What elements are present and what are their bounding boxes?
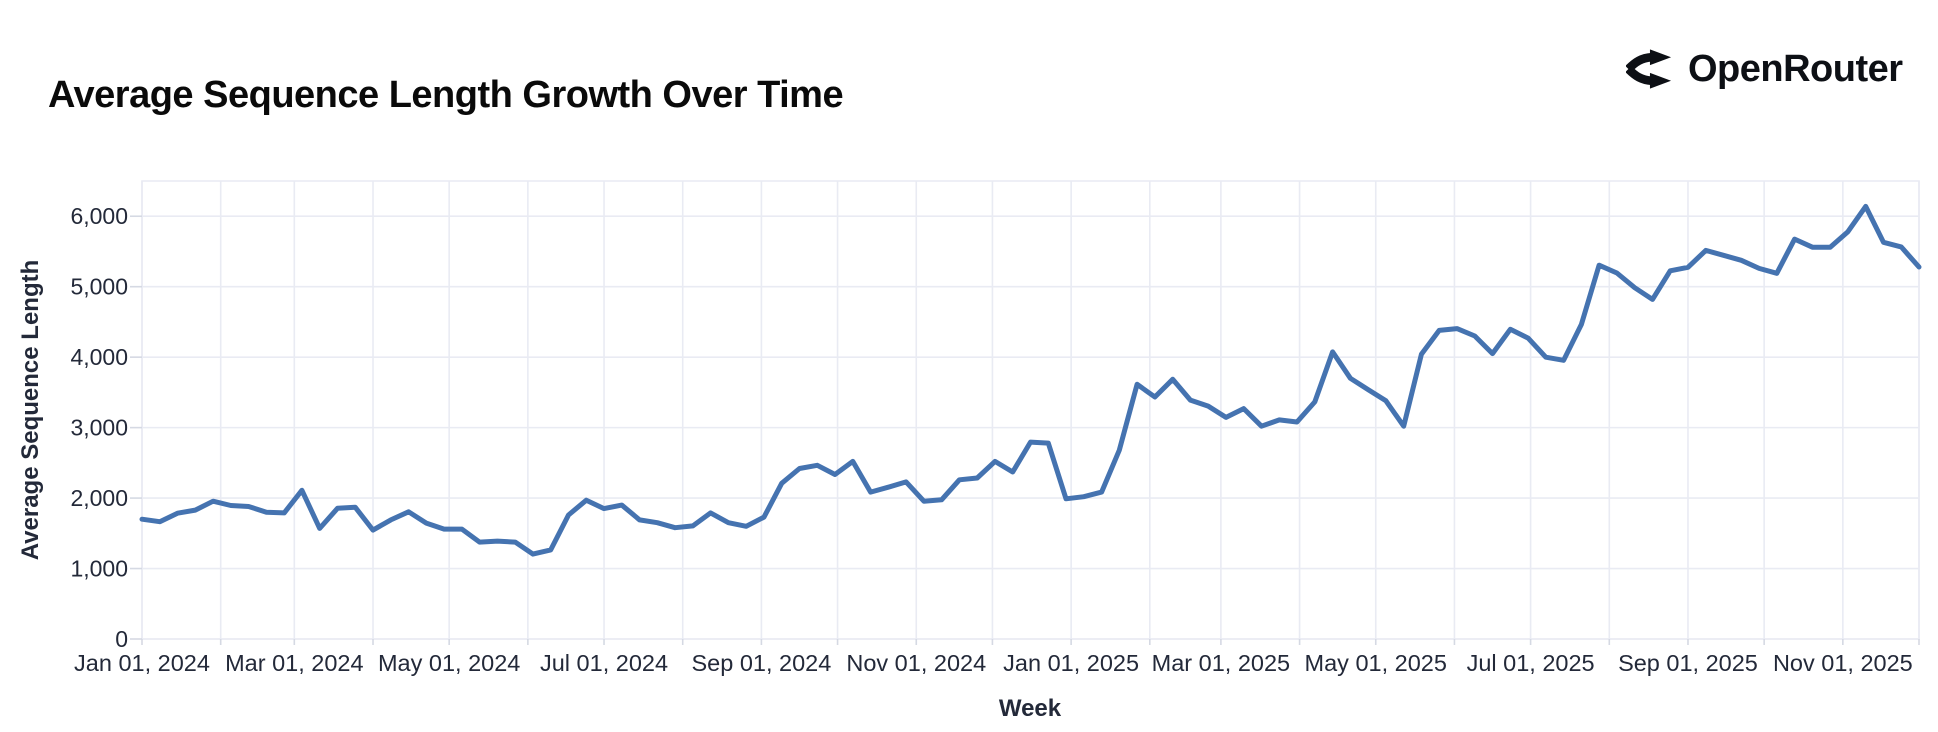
- chart-series-line: [139, 203, 1922, 557]
- x-tick-label: Sep 01, 2025: [1618, 650, 1758, 676]
- series-polyline: [139, 203, 1922, 557]
- x-tick-label: Jan 01, 2025: [1003, 650, 1139, 676]
- x-tick-label: Mar 01, 2024: [225, 650, 363, 676]
- y-tick-label: 2,000: [70, 485, 128, 511]
- openrouter-logo-text: OpenRouter: [1688, 48, 1903, 90]
- chart-tick-marks: [130, 215, 1920, 645]
- chart-gridlines: [141, 180, 1920, 640]
- openrouter-logo: OpenRouter: [1626, 48, 1903, 90]
- x-tick-label: Mar 01, 2025: [1152, 650, 1290, 676]
- x-tick-label: Jan 01, 2024: [74, 650, 210, 676]
- x-tick-label: Sep 01, 2024: [691, 650, 831, 676]
- openrouter-icon: [1626, 49, 1672, 89]
- x-axis-title: Week: [999, 695, 1062, 722]
- y-tick-label: 1,000: [70, 556, 128, 582]
- x-tick-label: Jul 01, 2025: [1467, 650, 1595, 676]
- y-tick-label: 6,000: [70, 203, 128, 229]
- y-tick-label: 5,000: [70, 274, 128, 300]
- y-axis-title: Average Sequence Length: [17, 260, 44, 561]
- x-tick-label: May 01, 2024: [378, 650, 520, 676]
- x-tick-label: Nov 01, 2024: [846, 650, 986, 676]
- x-tick-label: Nov 01, 2025: [1773, 650, 1913, 676]
- x-tick-label: May 01, 2025: [1305, 650, 1447, 676]
- x-tick-label: Jul 01, 2024: [540, 650, 668, 676]
- chart-tick-labels: 0 1,000 2,000 3,000 4,000 5,000 6,000 Jan 01, 2…: [70, 203, 1912, 676]
- y-tick-label: 0: [115, 626, 128, 652]
- page-title: Average Sequence Length Growth Over Time: [48, 74, 844, 117]
- y-tick-label: 3,000: [70, 415, 128, 441]
- y-tick-label: 4,000: [70, 344, 128, 370]
